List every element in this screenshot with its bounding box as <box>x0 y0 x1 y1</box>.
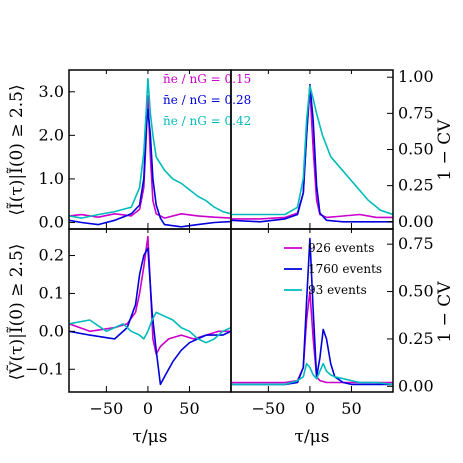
y-tick-label: 0.0 <box>39 212 64 231</box>
ylabel-bottom-left: ⟨Ṽ(τ)|Ĩ(0) ≥ 2.5⟩ <box>6 244 27 381</box>
series-line-2 <box>69 247 231 386</box>
legend: 926 events 1760 events 93 events <box>284 241 382 297</box>
y-tick-label: 1.00 <box>398 67 434 86</box>
axes-frame <box>230 228 394 393</box>
legend-entry: n̄e / nG = 0.42 <box>163 114 251 128</box>
axes-frame <box>68 228 232 393</box>
y-tick-label: 0.50 <box>398 140 434 159</box>
series-line-1 <box>231 290 393 384</box>
xlabel-bottom-left: τ/μs <box>133 427 168 447</box>
legend-entry: n̄e / nG = 0.28 <box>163 93 251 107</box>
series-line-3 <box>69 311 231 344</box>
series-line-3 <box>231 362 393 386</box>
series-line-2 <box>69 108 231 228</box>
series-line-2 <box>231 237 393 386</box>
x-tick-label: 50 <box>341 399 361 418</box>
series-line-1 <box>231 88 393 220</box>
xlabel-bottom-right: τ/μs <box>295 427 330 447</box>
y-tick-label: 2.0 <box>39 125 64 144</box>
y-tick-label: −0.1 <box>25 359 64 378</box>
y-tick-label: 0.25 <box>398 329 434 348</box>
legend-entry: 1760 events <box>308 262 382 276</box>
panel-top-left: 0.01.02.03.0n̄e / nG = 0.15n̄e / nG = 0.… <box>39 69 251 231</box>
panel-bottom-right: 0.00 0.25 0.50 0.75 −50 0 50 926 events 1760 eve… <box>230 228 434 418</box>
ylabel-bottom-right: 1 − CV <box>435 281 455 343</box>
legend-entry: n̄e / nG = 0.15 <box>163 72 251 86</box>
y-tick-label: 0.75 <box>398 103 434 122</box>
ylabel-top-right: 1 − CV <box>435 119 455 181</box>
x-tick-label: 0 <box>143 399 153 418</box>
legend-entry: 926 events <box>308 241 374 255</box>
y-tick-label: 0.50 <box>398 282 434 301</box>
y-tick-label: 0.75 <box>398 234 434 253</box>
y-tick-label: 1.0 <box>39 169 64 188</box>
ylabel-top-left: ⟨Ĩ(τ)|Ĩ(0) ≥ 2.5⟩ <box>6 84 27 215</box>
series-line-1 <box>69 235 231 355</box>
y-tick-label: 0.1 <box>39 283 64 302</box>
panel-bottom-left: −0.1 0.0 0.1 0.2 −50 0 50 <box>25 228 232 418</box>
y-tick-label: 0.25 <box>398 176 434 195</box>
x-tick-label: −50 <box>252 399 286 418</box>
legend-entry: 93 events <box>308 283 367 297</box>
x-tick-label: −50 <box>90 399 124 418</box>
y-tick-label: 0.00 <box>398 376 434 395</box>
series-line-3 <box>69 77 231 219</box>
series-line-2 <box>231 83 393 223</box>
y-tick-label: 3.0 <box>39 82 64 101</box>
panel-top-right: 0.00 0.25 0.50 0.75 1.00 <box>230 67 434 231</box>
y-tick-label: 0.00 <box>398 212 434 231</box>
y-tick-label: 0.2 <box>39 246 64 265</box>
series-line-3 <box>231 85 393 216</box>
y-tick-label: 0.0 <box>39 321 64 340</box>
series-line-1 <box>69 95 231 219</box>
x-tick-label: 0 <box>305 399 315 418</box>
x-tick-label: 50 <box>179 399 199 418</box>
legend: n̄e / nG = 0.15 n̄e / nG = 0.28 n̄e / nG =… <box>163 72 251 128</box>
